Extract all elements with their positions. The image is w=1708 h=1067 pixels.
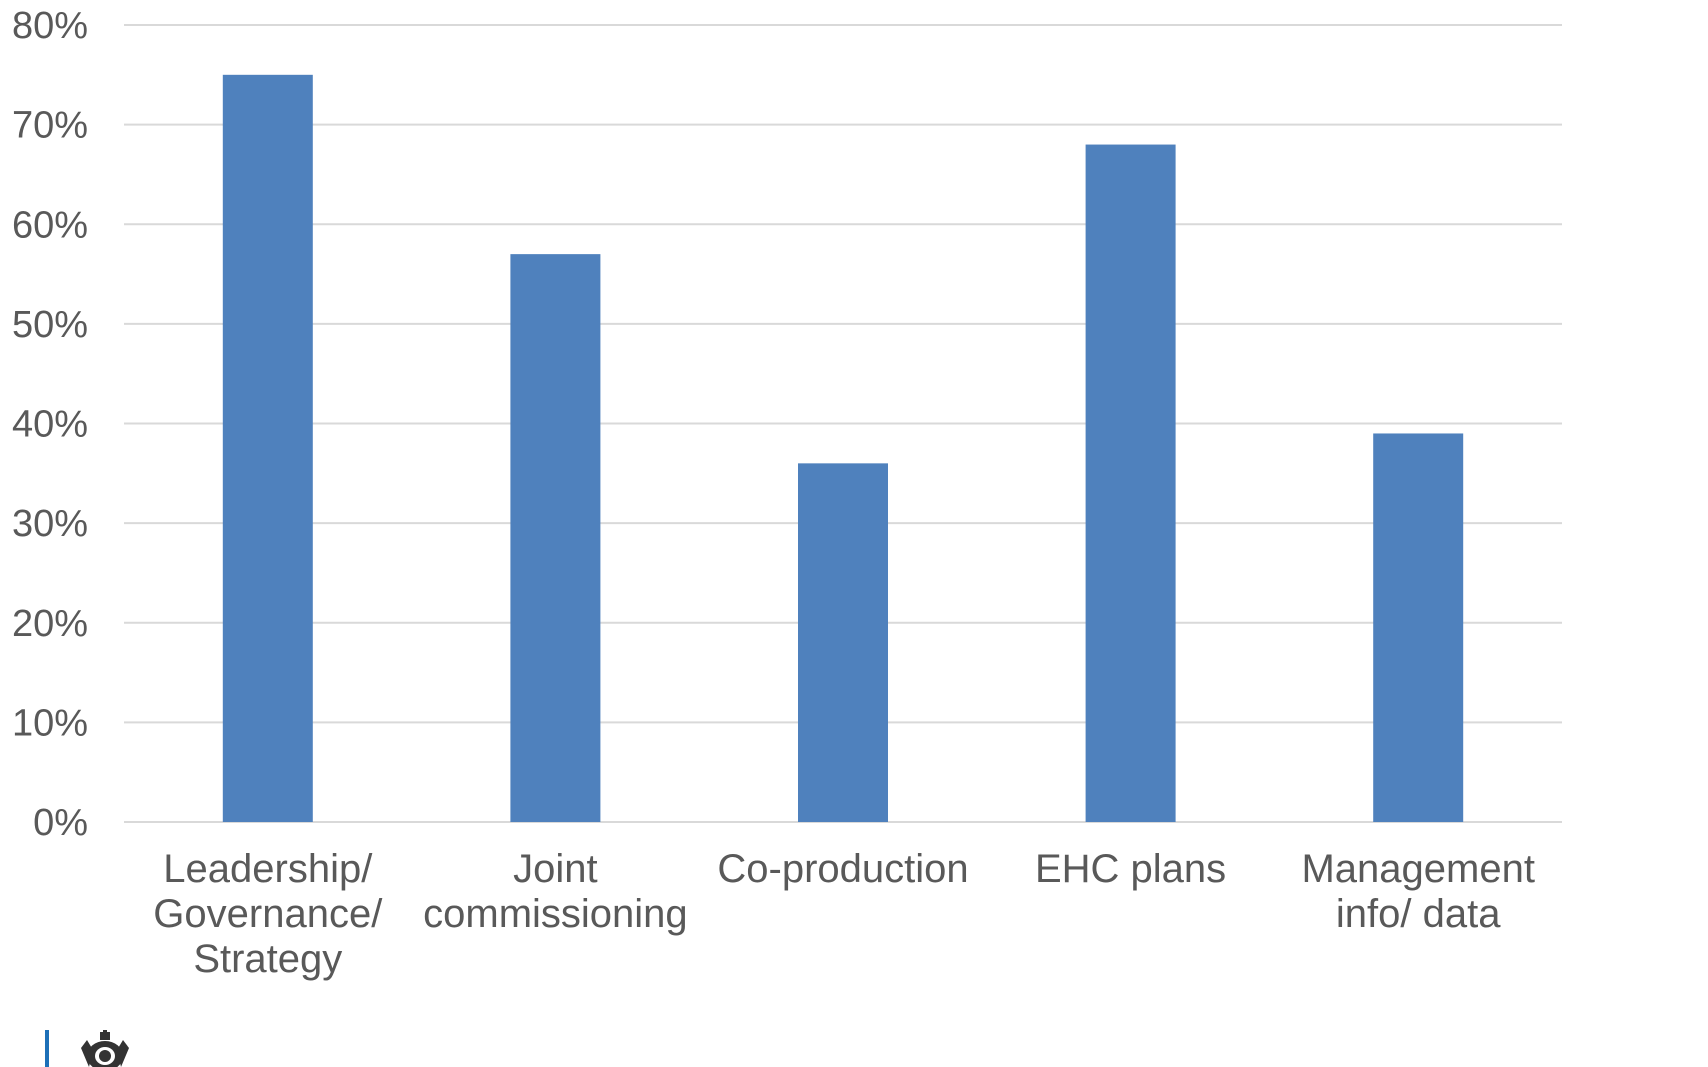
bar xyxy=(1085,144,1176,823)
bar xyxy=(798,463,888,822)
y-tick-label: 10% xyxy=(12,702,88,744)
x-category-label: Leadership/ xyxy=(163,847,373,891)
y-tick-label: 60% xyxy=(12,204,88,246)
x-category-label: Joint xyxy=(513,847,598,891)
y-tick-label: 70% xyxy=(12,105,88,147)
x-category-label: Management xyxy=(1301,847,1534,891)
y-tick-label: 50% xyxy=(12,304,88,346)
bar xyxy=(1373,433,1464,822)
y-tick-label: 0% xyxy=(33,802,88,844)
x-category-label: info/ data xyxy=(1336,892,1501,936)
bar xyxy=(222,74,313,822)
y-tick-label: 20% xyxy=(12,603,88,645)
y-tick-label: 30% xyxy=(12,503,88,545)
royal-coat-of-arms-icon xyxy=(45,1030,129,1067)
x-category-label: EHC plans xyxy=(1035,847,1226,891)
gridlines xyxy=(124,24,1562,823)
x-category-label: Governance/ xyxy=(153,892,383,936)
y-tick-label: 40% xyxy=(12,404,88,446)
x-category-label: Strategy xyxy=(193,937,342,981)
bar xyxy=(510,254,601,822)
bars xyxy=(222,74,1464,823)
x-category-label: commissioning xyxy=(423,892,688,936)
x-category-label: Co-production xyxy=(717,847,968,891)
x-axis-labels: Leadership/Governance/Strategy Jointcommi… xyxy=(153,847,1535,981)
y-axis-ticks: 0% 10% 20% 30% 40% 50% 60% 70% 80% xyxy=(12,5,88,844)
y-tick-label: 80% xyxy=(12,5,88,47)
